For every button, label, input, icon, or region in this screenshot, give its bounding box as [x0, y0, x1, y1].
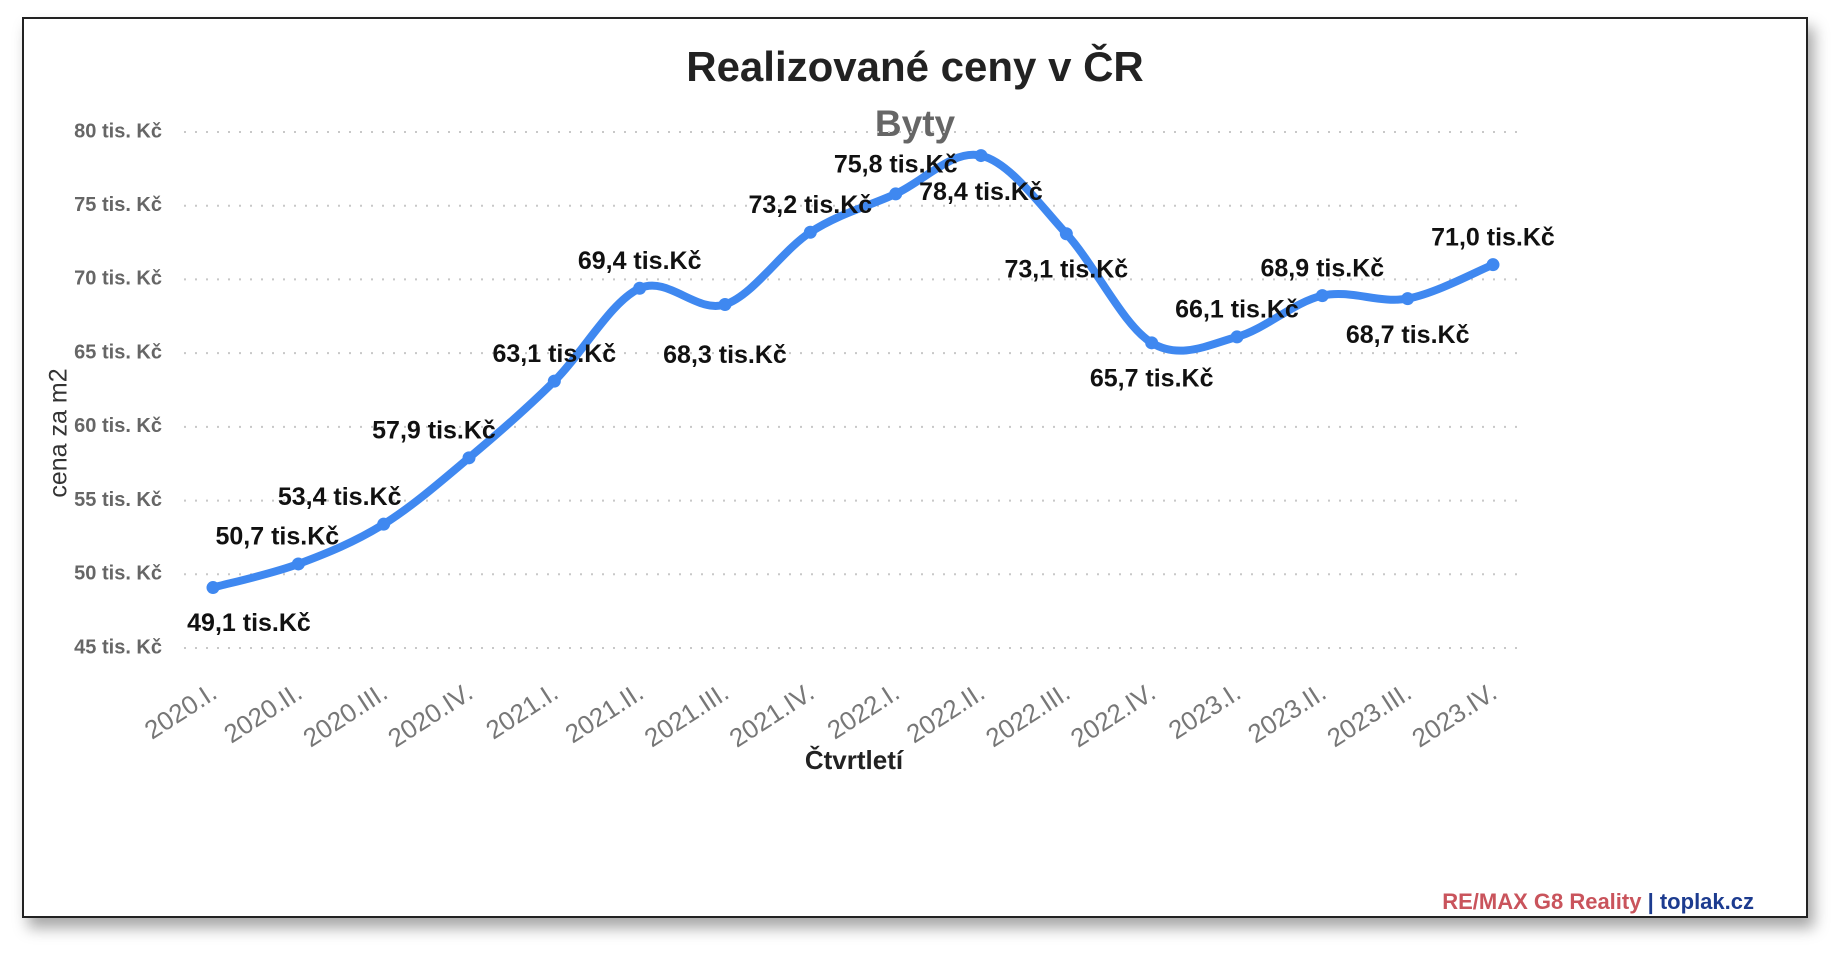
chart-title: Realizované ceny v ČR [686, 43, 1144, 90]
y-tick-label: 60 tis. Kč [74, 415, 162, 437]
data-labels: 49,1 tis.Kč 50,7 tis.Kč 53,4 tis.Kč 57,9 ti… [187, 151, 1555, 638]
data-point [1486, 258, 1500, 272]
y-tick-label: 45 tis. Kč [74, 636, 162, 658]
data-label: 69,4 tis.Kč [578, 247, 702, 275]
chart-frame: Realizované ceny v ČR Byty 45 tis. Kč 50 … [22, 17, 1808, 918]
data-label: 53,4 tis.Kč [278, 483, 402, 511]
x-tick-label: 2023.I. [1163, 677, 1246, 745]
x-tick-label: 2023.III. [1322, 677, 1417, 753]
y-tick-label: 55 tis. Kč [74, 489, 162, 511]
data-label: 68,7 tis.Kč [1346, 321, 1470, 349]
data-label: 66,1 tis.Kč [1175, 296, 1299, 324]
y-tick-label: 80 tis. Kč [74, 120, 162, 142]
data-label: 73,2 tis.Kč [748, 191, 872, 219]
data-point [889, 187, 903, 201]
y-axis-ticks: 45 tis. Kč 50 tis. Kč 55 tis. Kč 60 tis. Kč… [74, 120, 162, 658]
x-tick-label: 2023.IV. [1406, 677, 1502, 754]
y-tick-label: 65 tis. Kč [74, 341, 162, 363]
x-tick-label: 2020.III. [298, 677, 393, 753]
series-line [209, 150, 1497, 592]
credit-site: toplak.cz [1659, 889, 1754, 914]
x-tick-label: 2023.II. [1242, 677, 1331, 749]
data-point [1401, 292, 1415, 306]
data-point [1059, 227, 1073, 241]
x-tick-label: 2022.IV. [1065, 677, 1161, 754]
x-tick-label: 2020.IV. [382, 677, 478, 754]
data-point [1315, 289, 1329, 303]
data-label: 68,9 tis.Kč [1260, 254, 1384, 282]
data-point [803, 225, 817, 239]
data-point [462, 451, 476, 465]
y-tick-label: 70 tis. Kč [74, 268, 162, 290]
x-tick-label: 2022.I. [822, 677, 905, 745]
credit-separator: | [1641, 889, 1660, 914]
data-label: 78,4 tis.Kč [919, 178, 1043, 206]
chart-subtitle: Byty [874, 103, 956, 144]
data-point [547, 374, 561, 388]
x-tick-label: 2021.II. [560, 677, 649, 749]
y-axis-label: cena za m2 [45, 368, 73, 497]
data-label: 73,1 tis.Kč [1004, 255, 1128, 283]
data-point [1145, 336, 1159, 350]
data-point [291, 557, 305, 571]
y-tick-label: 75 tis. Kč [74, 194, 162, 216]
line-chart: 45 tis. Kč 50 tis. Kč 55 tis. Kč 60 tis. Kč… [45, 120, 1555, 775]
x-axis-label: Čtvrtletí [805, 745, 904, 775]
data-points [206, 149, 1500, 595]
data-point [718, 297, 732, 311]
data-point [633, 281, 647, 295]
data-label: 65,7 tis.Kč [1090, 364, 1214, 392]
data-point [206, 581, 220, 595]
x-tick-label: 2021.I. [480, 677, 563, 745]
data-point [974, 149, 988, 163]
data-point [377, 517, 391, 531]
x-tick-label: 2021.IV. [724, 677, 820, 754]
data-label: 50,7 tis.Kč [215, 523, 339, 551]
data-label: 68,3 tis.Kč [663, 341, 787, 369]
data-point [1230, 330, 1244, 344]
data-label: 49,1 tis.Kč [187, 609, 311, 637]
x-tick-label: 2020.I. [139, 677, 222, 745]
credit-brand: RE/MAX G8 Reality [1442, 889, 1642, 914]
x-axis-ticks: 2020.I.2020.II.2020.III.2020.IV. 2021.I.2… [139, 677, 1502, 754]
x-tick-label: 2021.III. [639, 677, 734, 753]
credit-line: RE/MAX G8 Reality | toplak.cz [1442, 889, 1754, 915]
data-label: 71,0 tis.Kč [1431, 223, 1555, 251]
data-label: 57,9 tis.Kč [372, 416, 496, 444]
data-label: 75,8 tis.Kč [834, 151, 958, 179]
x-tick-label: 2022.II. [901, 677, 990, 749]
data-label: 63,1 tis.Kč [492, 340, 616, 368]
y-tick-label: 50 tis. Kč [74, 563, 162, 585]
x-tick-label: 2022.III. [980, 677, 1075, 753]
x-tick-label: 2020.II. [218, 677, 307, 749]
